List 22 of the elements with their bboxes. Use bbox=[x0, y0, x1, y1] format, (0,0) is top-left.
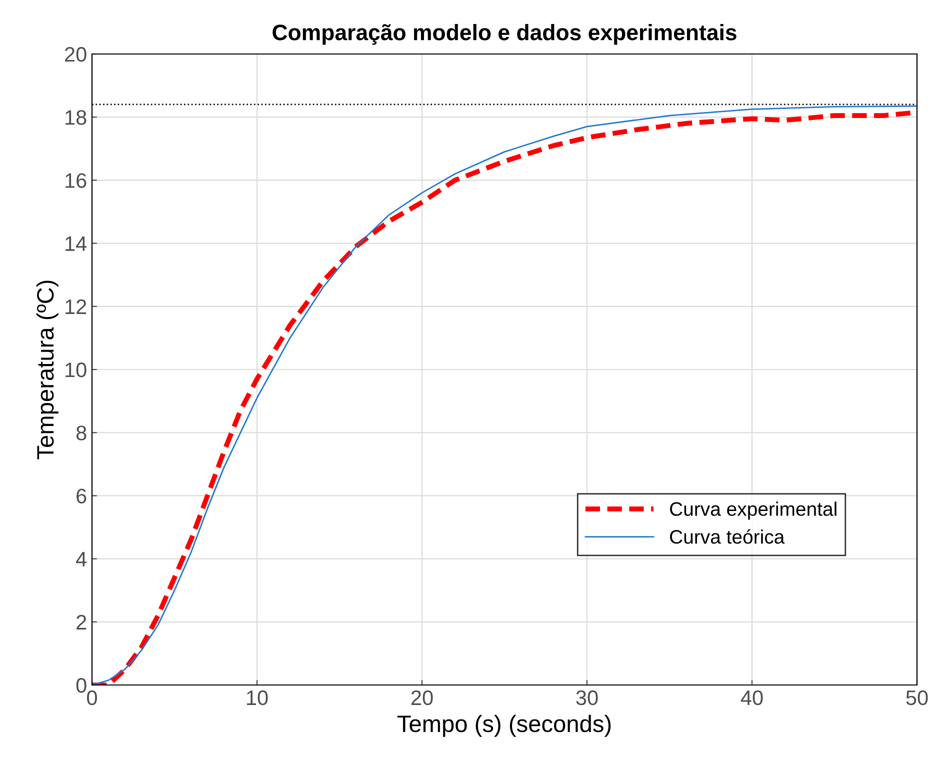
y-tick-label: 10 bbox=[66, 362, 86, 378]
legend-label: Curva experimental bbox=[670, 502, 836, 520]
y-tick-label: 18 bbox=[66, 110, 86, 125]
y-tick-label: 8 bbox=[76, 426, 86, 440]
x-tick-label: 40 bbox=[740, 690, 763, 706]
y-tick-label: 4 bbox=[76, 552, 87, 566]
y-tick-label: 0 bbox=[76, 678, 86, 693]
legend-label: Curva teórica bbox=[670, 529, 785, 544]
y-tick-label: 12 bbox=[66, 299, 86, 314]
x-axis-title: Tempo (s) (seconds) bbox=[397, 714, 611, 737]
x-tick-label: 10 bbox=[247, 690, 268, 706]
x-tick-label: 50 bbox=[906, 690, 928, 706]
y-tick-label: 16 bbox=[66, 173, 86, 188]
y-tick-label: 14 bbox=[66, 236, 87, 251]
x-tick-label: 30 bbox=[576, 690, 598, 706]
x-tick-label: 20 bbox=[411, 690, 433, 706]
y-tick-label: 2 bbox=[76, 614, 86, 630]
y-tick-label: 20 bbox=[65, 47, 86, 62]
y-axis-title: Temperatura (ºC) bbox=[36, 280, 58, 460]
x-tick-label: 0 bbox=[87, 690, 97, 706]
y-tick-label: 6 bbox=[76, 488, 86, 504]
chart-title: Comparação modelo e dados experimentais bbox=[272, 24, 736, 45]
